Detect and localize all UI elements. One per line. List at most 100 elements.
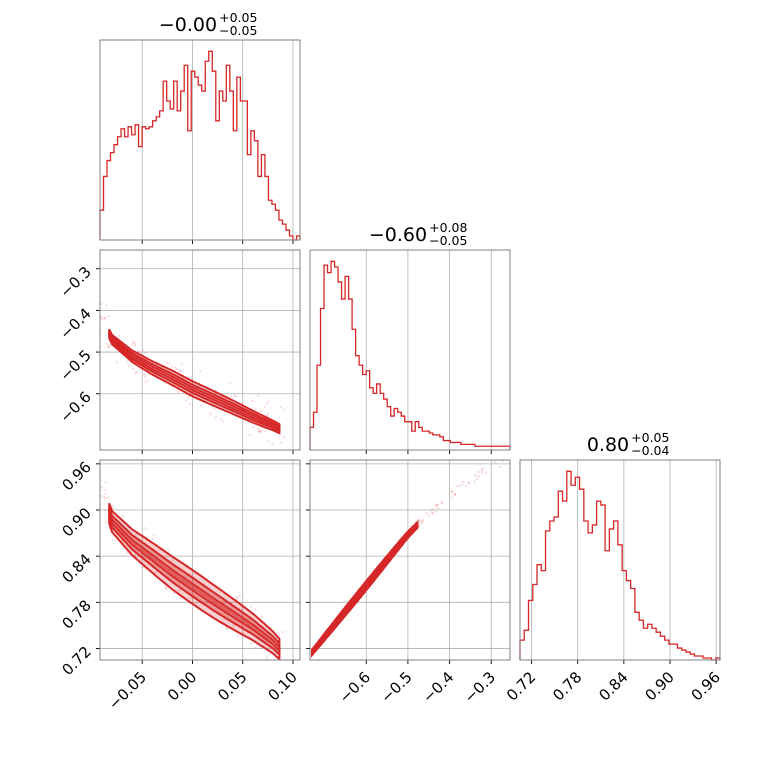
y-tick-label: 0.84 — [58, 550, 94, 586]
sample-point — [260, 409, 263, 412]
sample-point — [168, 362, 171, 365]
sample-point — [144, 527, 147, 530]
axes-frame — [99, 459, 301, 661]
sample-point — [109, 344, 112, 347]
sample-point — [431, 512, 434, 515]
sample-point — [178, 369, 181, 372]
sample-point — [134, 371, 137, 375]
sample-point — [167, 549, 170, 552]
sample-point — [237, 634, 240, 638]
sample-point — [427, 514, 430, 517]
sample-point — [178, 588, 181, 591]
sample-point — [176, 367, 179, 371]
histogram-line — [309, 260, 511, 450]
y-tick-label: −0.4 — [56, 305, 94, 343]
sample-point — [104, 520, 107, 524]
sample-point — [236, 596, 239, 599]
sample-point — [147, 379, 150, 382]
sample-point — [232, 624, 235, 627]
sample-point — [418, 524, 421, 527]
sample-point — [187, 396, 190, 399]
sample-point — [434, 510, 438, 513]
axes-frame — [99, 39, 301, 241]
axes-frame — [309, 459, 511, 661]
sample-point — [485, 471, 488, 474]
histogram-line — [99, 50, 301, 241]
title-lower-error: −0.05 — [429, 233, 467, 248]
sample-point — [276, 663, 278, 665]
histogram-param-2: −0.60 +0.08−0.05 — [309, 220, 511, 454]
sample-point — [144, 352, 147, 355]
sample-point — [282, 408, 285, 411]
title-upper-error: +0.08 — [429, 220, 467, 235]
sample-point — [222, 420, 225, 423]
y-tick-label: 0.96 — [58, 458, 94, 494]
sample-point — [264, 430, 267, 433]
sample-point — [281, 630, 284, 633]
sample-point — [135, 533, 138, 536]
contour-param1-vs-param3: −0.05 0.00 0.05 0.10 0.72 0.78 0.84 0.90 0.96 — [58, 458, 300, 713]
contour-param1-vs-param2: −0.6 −0.5−0.4 −0.3 — [56, 249, 301, 454]
sample-point — [233, 394, 236, 397]
sample-point — [144, 381, 147, 384]
sample-point — [435, 504, 438, 507]
title-upper-error: +0.05 — [219, 10, 257, 25]
contour-param2-vs-param3: −0.6 −0.5 −0.4 −0.3 — [306, 459, 511, 707]
contour-core — [108, 511, 281, 653]
y-tick-label: −0.5 — [56, 346, 94, 384]
sample-point — [279, 406, 282, 409]
sample-point — [214, 416, 218, 419]
sample-point — [131, 343, 134, 346]
y-tick-label: −0.6 — [56, 388, 94, 426]
sample-point — [251, 426, 255, 429]
title-upper-error: +0.05 — [631, 430, 669, 445]
sample-point — [139, 368, 142, 371]
axes-frame — [519, 459, 721, 661]
sample-point — [111, 504, 114, 508]
histogram-line — [519, 470, 721, 661]
sample-point — [250, 642, 253, 645]
axes-frame — [309, 249, 511, 451]
sample-point — [450, 496, 453, 499]
sample-point — [152, 534, 155, 537]
sample-point — [257, 394, 260, 397]
sample-point — [104, 492, 107, 495]
x-tick-label: 0.78 — [549, 668, 585, 704]
sample-point — [441, 501, 444, 504]
sample-point — [174, 366, 177, 370]
x-tick-label: 0.84 — [595, 668, 631, 704]
sample-point — [213, 408, 216, 411]
sample-point — [188, 402, 192, 405]
title-lower-error: −0.04 — [631, 443, 669, 458]
sample-point — [419, 520, 422, 523]
sample-point — [437, 503, 440, 507]
x-tick-label: 0.96 — [688, 668, 724, 704]
sample-point — [435, 503, 439, 506]
sample-point — [117, 334, 121, 337]
y-tick-label: 0.78 — [58, 596, 94, 632]
sample-point — [164, 586, 167, 589]
sample-point — [229, 381, 232, 384]
sample-point — [267, 439, 270, 443]
param-title: −0.00 — [159, 14, 217, 36]
sample-point — [420, 521, 424, 525]
sample-point — [107, 345, 110, 348]
sample-point — [460, 483, 464, 486]
x-tick-label: −0.5 — [377, 668, 415, 706]
sample-point — [248, 433, 251, 437]
sample-point — [456, 484, 459, 488]
sample-point — [229, 395, 232, 398]
sample-point — [424, 512, 428, 515]
sample-point — [131, 368, 135, 371]
histogram-param-3: 0.72 0.78 0.84 0.90 0.96 0.80 +0.05−0.04 — [503, 430, 724, 704]
sample-point — [432, 508, 435, 511]
sample-point — [267, 400, 270, 404]
sample-point — [473, 480, 476, 483]
histogram-param-1: −0.00 +0.05−0.05 — [99, 10, 301, 244]
sample-point — [121, 515, 124, 518]
sample-point — [421, 520, 424, 523]
sample-point — [151, 537, 154, 541]
sample-point — [104, 304, 108, 307]
sample-point — [477, 470, 480, 474]
sample-point — [465, 484, 468, 487]
